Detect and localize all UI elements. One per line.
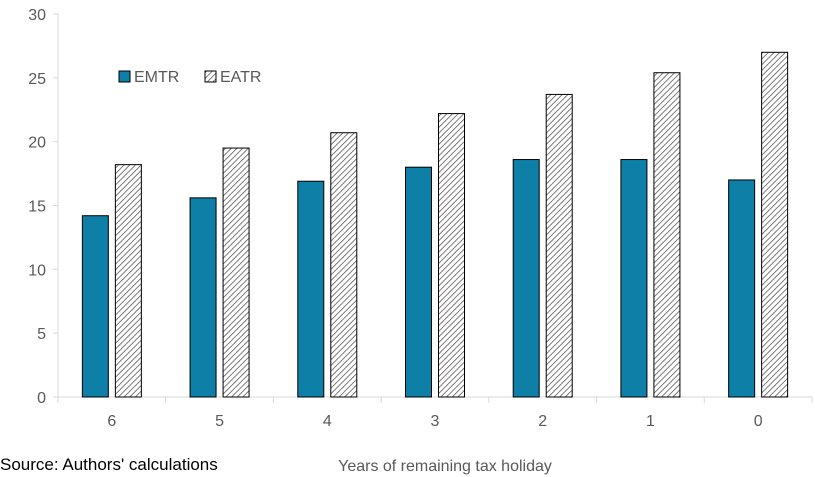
bar-emtr [297,180,325,398]
x-tick-label: 3 [431,413,440,430]
bar-emtr [728,179,756,398]
bar-eatr [438,113,465,398]
y-tick-label: 25 [28,71,46,88]
x-tick-label: 4 [323,413,332,430]
bar-emtr [81,215,109,398]
bar-eatr [222,147,250,398]
x-axis-label: Years of remaining tax holiday [338,458,552,475]
legend-label-emtr: EMTR [134,69,179,86]
bar-eatr [761,51,789,398]
x-tick-label: 6 [107,413,116,430]
bar-emtr [620,159,648,398]
bar-emtr [512,159,540,398]
y-tick-label: 15 [28,199,46,216]
bar-emtr [189,197,217,398]
y-tick-label: 0 [37,390,46,407]
bar-eatr [114,164,142,398]
bars [81,51,789,398]
legend-swatch-emtr [118,70,131,83]
x-tick-label: 2 [538,413,547,430]
source-note: Source: Authors' calculations [0,455,218,474]
bar-eatr [330,132,358,398]
legend: EMTR EATR [118,69,261,86]
legend-label-eatr: EATR [220,69,261,86]
x-tick-label: 0 [754,413,763,430]
y-tick-label: 5 [37,326,46,343]
bar-eatr [653,72,681,398]
legend-swatch-eatr [204,70,217,83]
x-tick-label: 1 [646,413,655,430]
y-tick-label: 10 [28,262,46,279]
y-tick-label: 30 [28,7,46,24]
x-tick-label: 5 [215,413,224,430]
bar-eatr [545,93,573,398]
bar-emtr [405,166,432,398]
y-tick-label: 20 [28,135,46,152]
